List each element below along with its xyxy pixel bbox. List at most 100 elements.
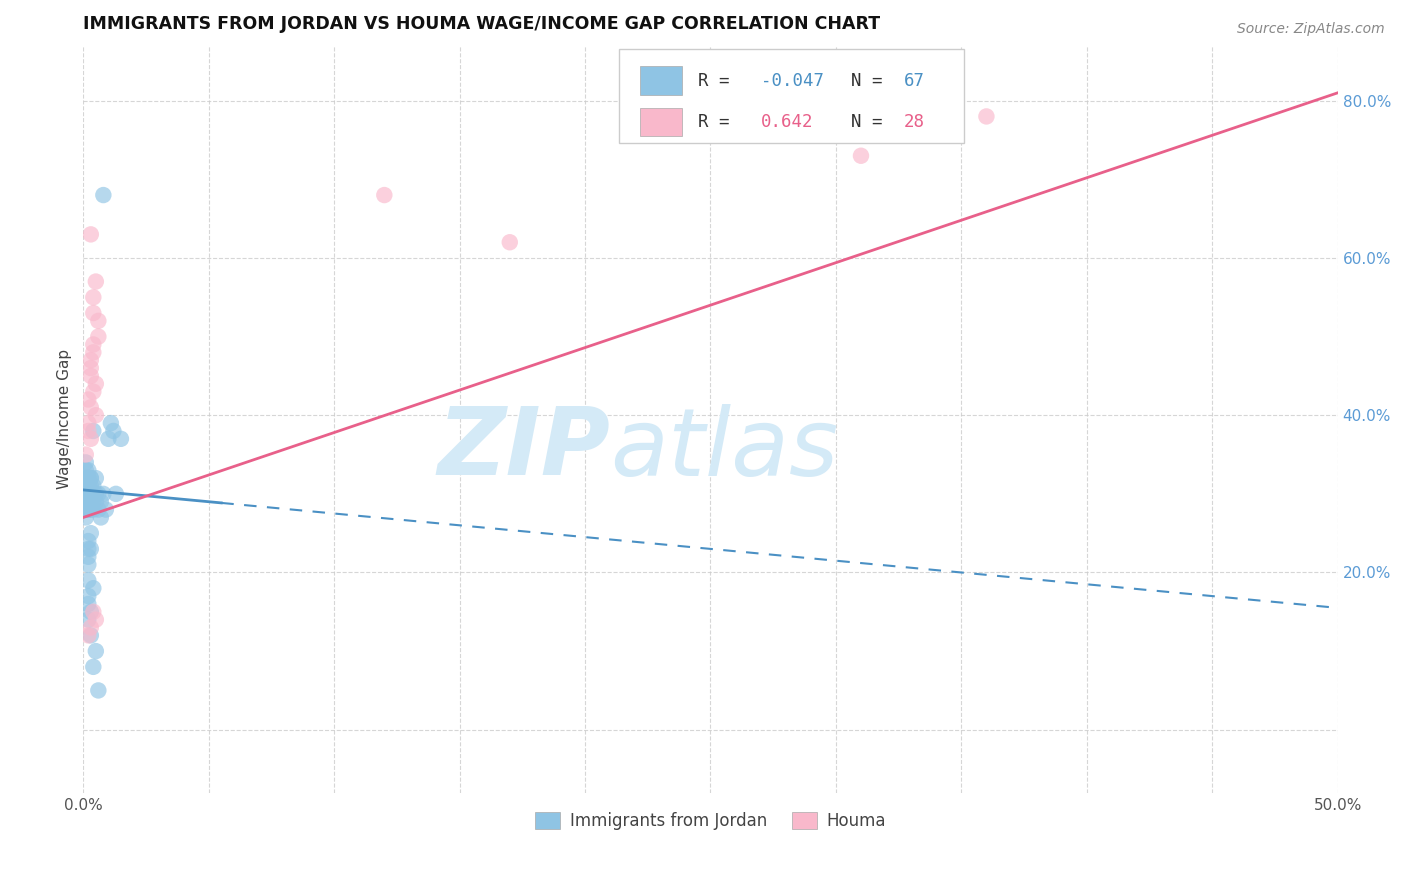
Point bbox=[80, 353, 103, 368]
Point bbox=[104, 487, 127, 501]
Point bbox=[976, 110, 998, 124]
Point bbox=[82, 487, 104, 501]
Point bbox=[75, 502, 97, 516]
Point bbox=[82, 345, 104, 359]
Point bbox=[75, 494, 97, 508]
Point bbox=[75, 487, 97, 501]
Point bbox=[77, 424, 100, 438]
Point bbox=[84, 487, 107, 501]
Point bbox=[849, 149, 872, 163]
Point bbox=[80, 227, 103, 242]
Point bbox=[82, 581, 104, 595]
Point bbox=[82, 494, 104, 508]
Point bbox=[77, 549, 100, 564]
Point bbox=[77, 494, 100, 508]
Point bbox=[93, 188, 115, 202]
Point bbox=[75, 463, 97, 477]
FancyBboxPatch shape bbox=[640, 108, 682, 136]
Point bbox=[87, 487, 110, 501]
Point bbox=[82, 502, 104, 516]
Text: N =: N = bbox=[830, 113, 893, 131]
Point bbox=[77, 487, 100, 501]
Point bbox=[84, 644, 107, 658]
Point bbox=[75, 487, 97, 501]
Point bbox=[82, 660, 104, 674]
Point bbox=[84, 494, 107, 508]
Point bbox=[80, 487, 103, 501]
Point bbox=[87, 329, 110, 343]
Point bbox=[77, 589, 100, 603]
Point bbox=[82, 337, 104, 351]
Point bbox=[75, 479, 97, 493]
Y-axis label: Wage/Income Gap: Wage/Income Gap bbox=[58, 349, 72, 489]
Point bbox=[77, 502, 100, 516]
Point bbox=[75, 455, 97, 469]
Point bbox=[77, 479, 100, 493]
Point bbox=[82, 384, 104, 399]
Point bbox=[97, 432, 120, 446]
Point bbox=[80, 401, 103, 415]
Point bbox=[84, 409, 107, 423]
Point bbox=[87, 314, 110, 328]
Text: N =: N = bbox=[830, 71, 893, 89]
Point bbox=[84, 275, 107, 289]
Point bbox=[77, 628, 100, 642]
Text: ZIP: ZIP bbox=[437, 403, 610, 495]
Point bbox=[90, 510, 112, 524]
Point bbox=[75, 494, 97, 508]
Text: IMMIGRANTS FROM JORDAN VS HOUMA WAGE/INCOME GAP CORRELATION CHART: IMMIGRANTS FROM JORDAN VS HOUMA WAGE/INC… bbox=[83, 15, 880, 33]
Point bbox=[87, 683, 110, 698]
Text: 0.642: 0.642 bbox=[761, 113, 813, 131]
Point bbox=[80, 502, 103, 516]
Point bbox=[80, 471, 103, 485]
Point bbox=[80, 628, 103, 642]
Point bbox=[77, 471, 100, 485]
Point bbox=[90, 494, 112, 508]
Text: 67: 67 bbox=[904, 71, 925, 89]
Point bbox=[499, 235, 522, 250]
Point bbox=[80, 368, 103, 383]
Point bbox=[84, 613, 107, 627]
Text: 28: 28 bbox=[904, 113, 925, 131]
FancyBboxPatch shape bbox=[619, 49, 965, 143]
Point bbox=[77, 392, 100, 407]
Point bbox=[80, 479, 103, 493]
Text: Source: ZipAtlas.com: Source: ZipAtlas.com bbox=[1237, 22, 1385, 37]
Point bbox=[77, 574, 100, 588]
Point bbox=[75, 510, 97, 524]
Point bbox=[75, 448, 97, 462]
Point bbox=[93, 487, 115, 501]
Point bbox=[77, 597, 100, 611]
Point bbox=[82, 290, 104, 304]
Point bbox=[80, 432, 103, 446]
Text: R =: R = bbox=[697, 113, 751, 131]
Point bbox=[373, 188, 395, 202]
Point bbox=[80, 621, 103, 635]
Point bbox=[77, 558, 100, 572]
Point bbox=[77, 534, 100, 549]
Point bbox=[80, 471, 103, 485]
Point bbox=[82, 605, 104, 619]
Point bbox=[82, 424, 104, 438]
Point bbox=[84, 471, 107, 485]
Point bbox=[82, 479, 104, 493]
Point bbox=[80, 361, 103, 376]
Point bbox=[77, 471, 100, 485]
Point bbox=[77, 487, 100, 501]
FancyBboxPatch shape bbox=[640, 66, 682, 95]
Point bbox=[94, 502, 117, 516]
Point bbox=[75, 471, 97, 485]
Point bbox=[77, 463, 100, 477]
Point bbox=[84, 376, 107, 391]
Point bbox=[87, 502, 110, 516]
Point bbox=[100, 416, 122, 430]
Point bbox=[77, 479, 100, 493]
Point bbox=[77, 487, 100, 501]
Point bbox=[80, 494, 103, 508]
Point bbox=[77, 494, 100, 508]
Point bbox=[80, 541, 103, 556]
Point bbox=[77, 416, 100, 430]
Legend: Immigrants from Jordan, Houma: Immigrants from Jordan, Houma bbox=[527, 805, 893, 837]
Point bbox=[80, 526, 103, 541]
Point bbox=[80, 494, 103, 508]
